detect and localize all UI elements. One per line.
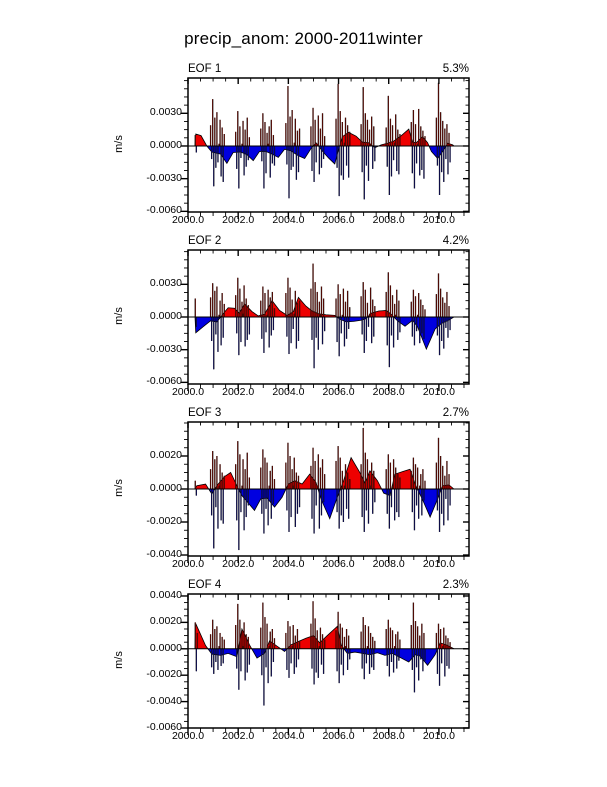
x-tick-label: 2008.0 — [372, 214, 405, 226]
variance-label: 2.7% — [442, 407, 469, 419]
x-tick-label: 2002.0 — [222, 730, 255, 742]
plot-area — [181, 421, 470, 563]
x-tick-label: 2010.0 — [422, 386, 455, 398]
eof-label: EOF 2 — [188, 235, 222, 247]
y-tick-label: 0.0030 — [149, 277, 182, 290]
x-tick-label: 2000.0 — [171, 214, 205, 226]
axis-frame — [187, 77, 470, 213]
x-tick-label: 2006.0 — [322, 730, 355, 742]
figure-title: precip_anom: 2000-2011winter — [184, 29, 423, 48]
x-tick-label: 2008.0 — [372, 386, 405, 398]
spike-bars — [194, 601, 451, 706]
spike-bars — [194, 82, 451, 200]
x-tick-label: 2008.0 — [372, 558, 405, 570]
x-tick-label: 2002.0 — [222, 558, 255, 570]
x-tick-label: 2004.0 — [272, 214, 305, 226]
smooth-outline — [194, 296, 455, 351]
eof-label: EOF 4 — [188, 579, 222, 591]
axis-ticks — [181, 594, 469, 735]
y-tick-label: 0.0000 — [149, 641, 182, 654]
y-tick-label: -0.0040 — [146, 548, 182, 560]
plot-area — [181, 77, 470, 219]
y-tick-label: 0.0000 — [149, 139, 182, 151]
x-tick-label: 2004.0 — [272, 386, 305, 398]
x-tick-label: 2010.0 — [422, 730, 455, 742]
y-tick-label: 0.0020 — [149, 449, 182, 461]
plot-area — [181, 249, 470, 391]
y-tick-label: 0.0040 — [149, 589, 182, 601]
variance-label: 5.3% — [442, 63, 469, 75]
y-tick-label: -0.0030 — [146, 342, 182, 355]
x-tick-label: 2004.0 — [272, 730, 305, 742]
spike-bars — [194, 427, 451, 551]
axis-frame — [187, 593, 470, 729]
x-tick-label: 2004.0 — [272, 558, 305, 570]
y-tick-label: -0.0030 — [146, 171, 182, 184]
smooth-area-negative — [195, 489, 454, 519]
x-tick-label: 2010.0 — [422, 214, 455, 226]
y-tick-label: -0.0060 — [146, 204, 182, 217]
y-tick-label: -0.0020 — [146, 515, 182, 527]
smooth-area-negative — [195, 317, 454, 350]
y-tick-label: 0.0000 — [149, 310, 182, 322]
plot-area — [181, 593, 470, 735]
x-tick-label: 2000.0 — [171, 386, 205, 398]
variance-label: 2.3% — [442, 579, 469, 591]
y-tick-label: -0.0040 — [146, 694, 182, 707]
x-tick-label: 2006.0 — [322, 214, 355, 226]
eof-label: EOF 1 — [188, 63, 222, 75]
x-tick-label: 2006.0 — [322, 386, 355, 398]
variance-label: 4.2% — [442, 235, 469, 247]
axis-frame — [187, 249, 470, 385]
x-tick-label: 2006.0 — [322, 558, 355, 570]
x-tick-label: 2002.0 — [222, 214, 255, 226]
x-tick-label: 2010.0 — [422, 558, 455, 570]
spike-bars — [194, 263, 451, 370]
y-tick-label: -0.0060 — [146, 721, 182, 733]
y-tick-label: 0.0030 — [149, 106, 182, 119]
x-tick-label: 2000.0 — [171, 730, 205, 742]
eof-panel-1: EOF 1 5.3% m/s 0.0030 0.0000 -0.0030 -0.006… — [0, 62, 607, 238]
y-tick-label: -0.0020 — [146, 668, 182, 681]
axis-frame — [187, 421, 470, 557]
smooth-area-positive — [195, 457, 454, 489]
y-tick-label: -0.0060 — [146, 375, 182, 388]
eof-panel-4: EOF 4 2.3% m/s 0.0040 0.0020 0.0000 -0.0020… — [0, 578, 607, 754]
y-tick-label: 0.0000 — [149, 482, 182, 494]
x-tick-label: 2002.0 — [222, 386, 255, 398]
x-tick-label: 2008.0 — [372, 730, 405, 742]
eof-panel-2: EOF 2 4.2% m/s 0.0030 0.0000 -0.0030 -0.006… — [0, 234, 607, 410]
eof-label: EOF 3 — [188, 407, 222, 419]
y-tick-label: 0.0020 — [149, 615, 182, 628]
eof-panel-3: EOF 3 2.7% m/s 0.0020 0.0000 -0.0020 -0.004… — [0, 406, 607, 582]
x-tick-label: 2000.0 — [171, 558, 205, 570]
